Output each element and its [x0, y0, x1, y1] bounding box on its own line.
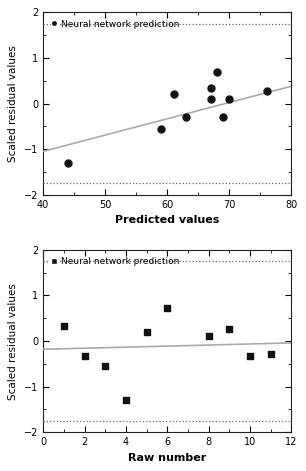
Point	[144, 328, 149, 336]
Point	[208, 95, 213, 103]
Legend: Neural network prediction: Neural network prediction	[48, 17, 182, 31]
Point	[295, 113, 300, 120]
Point	[221, 114, 226, 121]
Point	[215, 68, 219, 75]
Point	[268, 350, 273, 357]
Point	[227, 95, 232, 103]
Point	[248, 352, 252, 360]
Point	[208, 84, 213, 91]
Point	[82, 352, 87, 359]
Y-axis label: Scaled residual values: Scaled residual values	[8, 45, 18, 162]
Point	[184, 114, 188, 121]
Point	[264, 88, 269, 95]
Point	[65, 159, 70, 167]
X-axis label: Predicted values: Predicted values	[115, 215, 219, 225]
Y-axis label: Scaled residual values: Scaled residual values	[8, 283, 18, 399]
Point	[165, 304, 170, 312]
Point	[103, 362, 108, 370]
Legend: Neural network prediction: Neural network prediction	[48, 254, 182, 269]
Point	[171, 90, 176, 98]
Point	[227, 325, 232, 333]
Point	[206, 332, 211, 340]
Point	[159, 125, 163, 132]
Point	[62, 323, 66, 330]
Point	[123, 397, 128, 404]
X-axis label: Raw number: Raw number	[128, 453, 207, 463]
